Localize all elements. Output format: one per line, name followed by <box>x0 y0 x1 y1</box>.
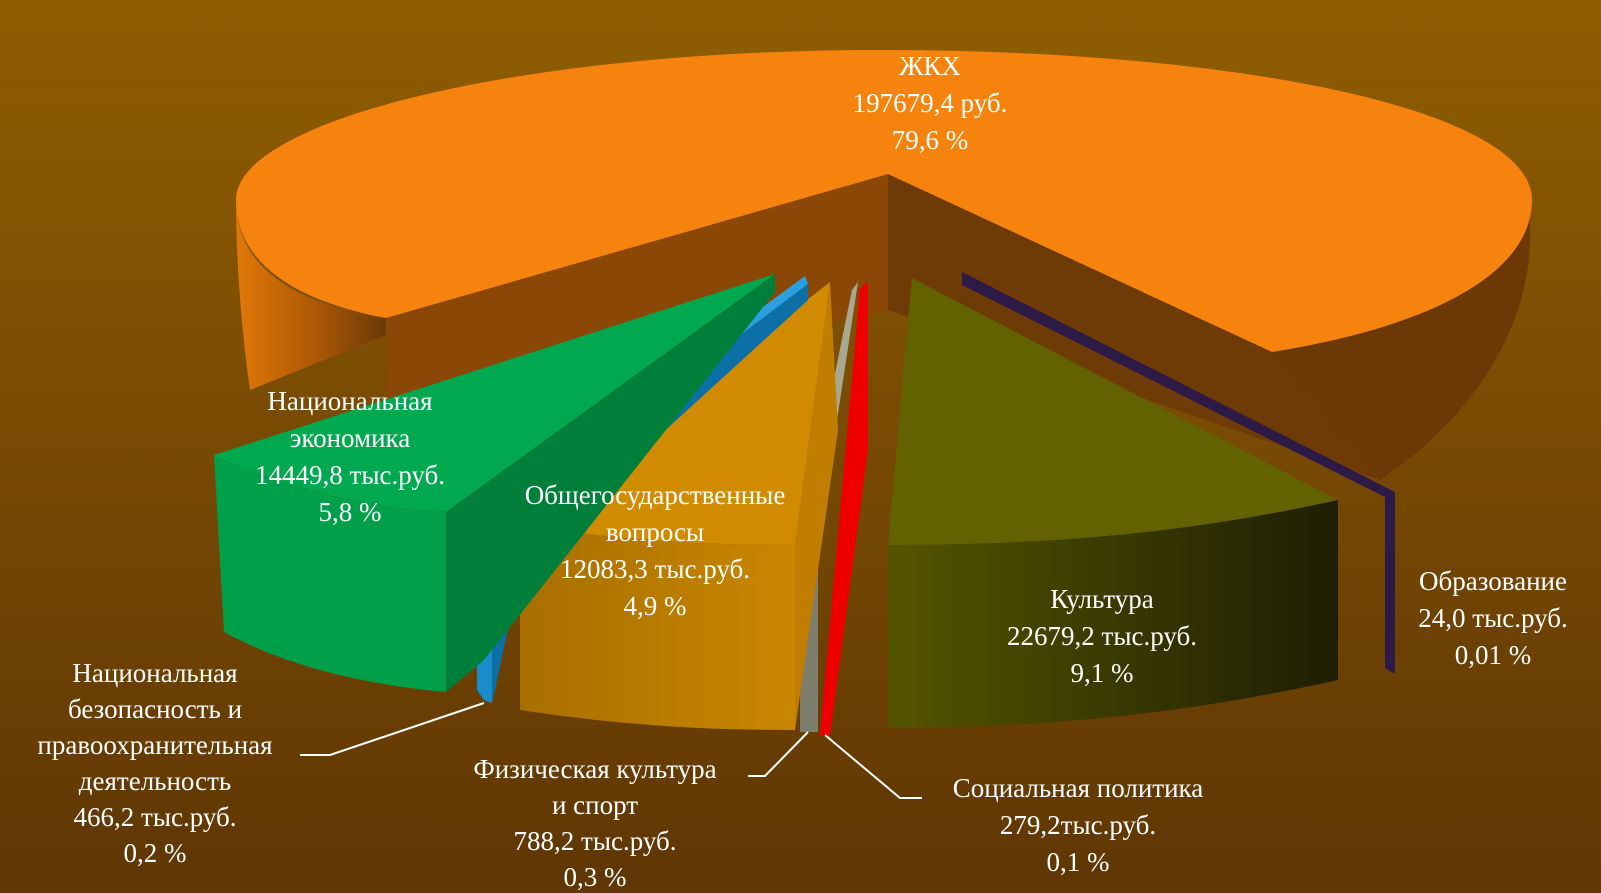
data-label-obrazovanie-percent: 0,01 % <box>1454 640 1532 670</box>
data-label-zhkh-percent: 79,6 % <box>891 125 969 155</box>
slice-zhkh-inner-left <box>386 174 888 420</box>
slice-ekonomika-top <box>214 274 775 512</box>
data-label-zhkh-name: ЖКХ <box>899 51 961 81</box>
slice-zhkh-top <box>236 50 1532 352</box>
data-label-ekonomika-name-1: Национальная <box>267 386 433 416</box>
data-label-sport-percent: 0,3 % <box>563 862 627 892</box>
data-label-obshchegos-name-2: вопросы <box>605 517 705 547</box>
data-label-bezopasnost-name-1: Национальная <box>72 658 238 688</box>
data-label-bezopasnost-name-3: правоохранительная <box>37 730 273 760</box>
slice-ekonomika-side <box>446 274 775 692</box>
data-label-obshchegos: Общегосударственные вопросы 12083,3 тыс.… <box>525 477 786 625</box>
data-label-obshchegos-percent: 4,9 % <box>623 591 687 621</box>
leader-line-sport <box>748 731 809 777</box>
data-label-ekonomika: Национальная экономика 14449,8 тыс.руб. … <box>255 383 445 531</box>
data-label-bezopasnost-name-4: деятельность <box>78 766 232 796</box>
slice-zhkh-side <box>236 200 386 390</box>
data-label-socialnaya-percent: 0,1 % <box>1046 847 1110 877</box>
data-label-bezopasnost: Национальная безопасность и правоохранит… <box>37 655 272 871</box>
data-label-bezopasnost-value: 466,2 тыс.руб. <box>73 802 237 832</box>
data-label-bezopasnost-name-2: безопасность и <box>67 694 243 724</box>
slice-zhkh-inner-right <box>888 174 1380 480</box>
data-label-kultura-percent: 9,1 % <box>1070 658 1134 688</box>
slice-zhkh-rim <box>1272 200 1530 480</box>
data-label-socialnaya: Социальная политика 279,2тыс.руб. 0,1 % <box>953 770 1203 881</box>
slice-kultura-front <box>888 500 1338 728</box>
data-label-socialnaya-value: 279,2тыс.руб. <box>999 810 1157 840</box>
data-label-sport: Физическая культура и спорт 788,2 тыс.ру… <box>473 751 716 893</box>
data-label-ekonomika-percent: 5,8 % <box>318 497 382 527</box>
data-label-sport-value: 788,2 тыс.руб. <box>513 826 677 856</box>
slice-obshchegos-front <box>520 525 795 730</box>
data-label-obshchegos-value: 12083,3 тыс.руб. <box>560 554 750 584</box>
data-label-kultura: Культура 22679,2 тыс.руб. 9,1 % <box>1007 581 1197 692</box>
data-label-kultura-name: Культура <box>1050 584 1154 614</box>
data-label-sport-name-1: Физическая культура <box>473 754 717 784</box>
data-label-obrazovanie: Образование 24,0 тыс.руб. 0,01 % <box>1418 563 1567 674</box>
data-label-socialnaya-name: Социальная политика <box>952 773 1204 803</box>
data-label-zhkh-value: 197679,4 руб. <box>852 88 1008 118</box>
slice-ekonomika <box>214 274 775 692</box>
slice-socialnaya <box>820 282 868 735</box>
data-label-zhkh: ЖКХ 197679,4 руб. 79,6 % <box>853 48 1008 159</box>
slice-obshchegos-side <box>795 282 838 730</box>
data-label-ekonomika-name-2: экономика <box>289 423 411 453</box>
slice-ekonomika-front <box>214 455 446 692</box>
slice-kultura-top <box>888 278 1338 545</box>
data-label-bezopasnost-percent: 0,2 % <box>123 838 187 868</box>
data-label-sport-name-2: и спорт <box>551 790 639 820</box>
data-label-ekonomika-value: 14449,8 тыс.руб. <box>255 460 445 490</box>
slice-zhkh <box>236 50 1532 480</box>
slice-socialnaya-front <box>820 282 868 735</box>
data-label-obrazovanie-value: 24,0 тыс.руб. <box>1418 603 1568 633</box>
data-label-kultura-value: 22679,2 тыс.руб. <box>1007 621 1197 651</box>
data-label-obrazovanie-name: Образование <box>1418 566 1567 596</box>
slice-kultura <box>888 278 1338 728</box>
leader-line-socialnaya <box>824 734 922 799</box>
data-label-obshchegos-name-1: Общегосударственные <box>524 480 786 510</box>
leader-line-bezopasnost <box>300 702 485 756</box>
